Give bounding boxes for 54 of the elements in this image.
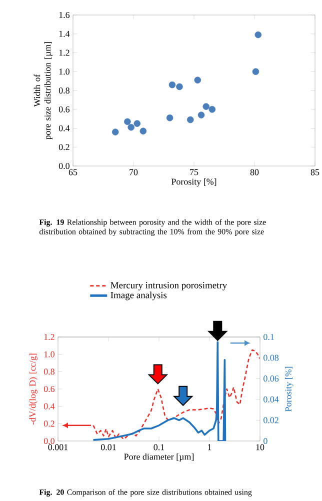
- legend-label: Image analysis: [110, 292, 167, 300]
- y-tick-label: 1.4: [59, 30, 70, 37]
- x-tick-label: 10: [256, 444, 264, 450]
- point: [254, 31, 262, 38]
- y-tick-label: 1.2: [59, 50, 70, 56]
- point: [252, 68, 260, 75]
- x-tick-label: 0.1: [154, 444, 164, 450]
- y-tick-label: 0.4: [44, 403, 55, 410]
- y-axis-title: -dV/d(log D) [cc/g]: [29, 354, 38, 425]
- y2-tick-label: 0.06: [264, 376, 279, 382]
- point: [166, 114, 174, 122]
- y-tick-label: 1.0: [44, 351, 54, 358]
- y2-tick-label: 0.02: [264, 417, 278, 424]
- y-tick-label: 0.0: [58, 162, 70, 170]
- point: [176, 83, 183, 90]
- point: [186, 116, 194, 124]
- x-tick-label: 80: [250, 169, 259, 176]
- y-tick-label: 0.8: [44, 368, 54, 375]
- point: [128, 124, 134, 131]
- y-tick-label: 0.4: [58, 125, 70, 132]
- point: [168, 81, 176, 88]
- point: [194, 76, 202, 84]
- legend-label: Mercury intrusion porosimetry: [110, 282, 228, 290]
- point: [124, 118, 131, 126]
- x-axis-title: Porosity [%]: [171, 178, 216, 187]
- y2-tick-label: 0: [264, 438, 268, 444]
- point: [112, 128, 119, 136]
- y-tick-label: 0.6: [44, 386, 55, 392]
- x-tick-label: 75: [190, 169, 198, 176]
- y-axis-title: Width of pore size distribution [µm]: [34, 42, 52, 140]
- y2-tick-label: 0.1: [264, 334, 274, 340]
- point: [134, 120, 141, 127]
- point: [208, 106, 216, 113]
- x-tick-label: 0.001: [48, 444, 68, 450]
- point: [202, 103, 210, 110]
- y2-tick-label: 0.08: [264, 354, 279, 361]
- point: [198, 112, 205, 118]
- x-tick-label: 0.01: [100, 444, 116, 450]
- y-tick-label: 1.6: [59, 12, 70, 18]
- x-tick-label: 65: [68, 169, 78, 176]
- y-tick-label: 0.8: [58, 87, 70, 94]
- point: [140, 128, 147, 134]
- y-tick-label: 0.6: [58, 106, 70, 112]
- y-tick-label: 0.2: [58, 144, 70, 150]
- y2-axis-title: Porosity [%]: [285, 366, 294, 412]
- x-tick-label: 85: [310, 169, 320, 176]
- y-tick-label: 0.2: [44, 420, 54, 427]
- y-tick-label: 0.0: [44, 438, 54, 444]
- x-tick-label: 70: [130, 169, 138, 176]
- y-tick-label: 1.0: [59, 68, 70, 75]
- x-axis-title: Pore diameter [µm]: [124, 453, 194, 462]
- y2-tick-label: 0.04: [264, 396, 279, 402]
- y-tick-label: 1.2: [44, 334, 54, 340]
- x-tick-label: 1: [208, 444, 212, 450]
